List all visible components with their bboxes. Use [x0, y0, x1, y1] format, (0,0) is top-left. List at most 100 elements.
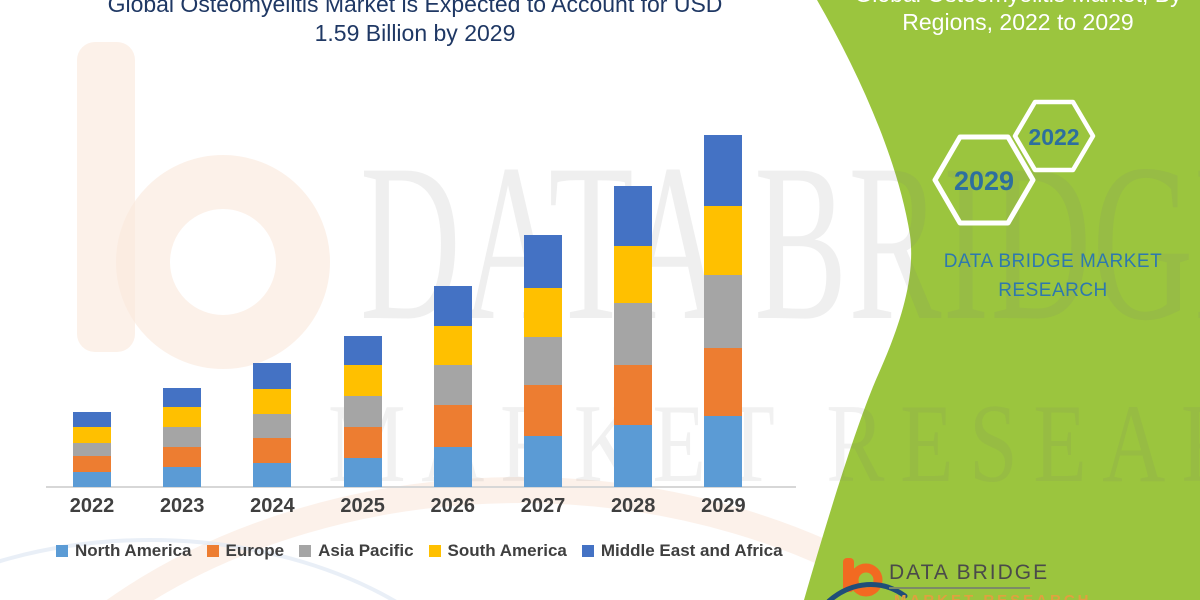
bar-segment-middle-east-and-africa — [163, 387, 202, 408]
bar-2024 — [253, 362, 292, 487]
hexagon-front — [932, 134, 1036, 226]
x-axis-label: 2027 — [520, 495, 566, 517]
bar-segment-middle-east-and-africa — [253, 362, 292, 390]
bar-segment-north-america — [433, 447, 472, 487]
x-axis-label: 2023 — [159, 495, 205, 517]
footer-swoosh-icon — [826, 582, 908, 600]
bar-segment-middle-east-and-africa — [524, 234, 562, 288]
legend-label: Middle East and Africa — [600, 541, 783, 560]
bar-segment-middle-east-and-africa — [614, 185, 653, 246]
bar-segment-europe — [343, 427, 382, 459]
brand-name-line1: DATA BRIDGE MARKET — [943, 251, 1163, 272]
footer-brand-text: DATA BRIDGE — [889, 561, 1050, 584]
chart-legend: North America Europe Asia Pacific South Ame… — [56, 541, 783, 561]
bar-segment-europe — [253, 438, 292, 463]
x-axis-line — [46, 486, 796, 488]
bar-2023 — [163, 387, 202, 487]
bar-segment-north-america — [614, 425, 653, 487]
bar-segment-north-america — [163, 467, 202, 487]
bar-segment-europe — [524, 385, 562, 437]
legend-item-europe: Europe — [206, 541, 285, 561]
bar-segment-europe — [73, 456, 111, 472]
bar-segment-europe — [433, 405, 472, 448]
bar-2025 — [343, 336, 382, 487]
chart-title-line1: Global Osteomyelitis Market is Expected … — [107, 0, 723, 17]
bar-segment-asia-pacific — [253, 413, 292, 439]
bar-segment-middle-east-and-africa — [704, 135, 743, 206]
bar-segment-south-america — [524, 287, 562, 337]
legend-label: Europe — [225, 541, 285, 560]
side-panel-heading-line1: Global Osteomyelitis Market, By — [846, 0, 1190, 8]
brand-name-text: DATA BRIDGE MARKET RESEARCH — [898, 247, 1200, 305]
legend-label: North America — [75, 541, 192, 560]
bar-segment-asia-pacific — [343, 396, 382, 428]
bar-segment-asia-pacific — [614, 303, 653, 366]
bar-2022 — [73, 411, 111, 487]
legend-item-north-america: North America — [56, 541, 192, 561]
legend-swatch — [56, 545, 68, 557]
bar-segment-south-america — [253, 389, 292, 414]
watermark-b-bowl — [116, 155, 330, 369]
x-axis-label: 2022 — [69, 495, 115, 517]
bar-segment-north-america — [73, 471, 111, 487]
bar-segment-asia-pacific — [163, 427, 202, 448]
bar-segment-europe — [704, 347, 743, 417]
hexagon-back — [1012, 99, 1096, 173]
legend-item-asia-pacific: Asia Pacific — [299, 541, 414, 561]
legend-item-middle-east-and-africa: Middle East and Africa — [581, 541, 783, 561]
x-axis-label: 2029 — [701, 495, 746, 517]
legend-swatch — [428, 545, 441, 557]
legend-label: Asia Pacific — [318, 541, 414, 560]
bar-segment-south-america — [433, 325, 472, 366]
footer-b-icon-bowl — [849, 563, 883, 597]
bar-segment-middle-east-and-africa — [73, 411, 111, 428]
side-panel-heading-line2: Regions, 2022 to 2029 — [902, 9, 1134, 35]
bar-segment-asia-pacific — [704, 274, 743, 348]
x-axis-label: 2024 — [250, 495, 295, 517]
bar-segment-north-america — [704, 416, 743, 487]
legend-swatch — [206, 545, 219, 557]
side-panel-heading: Global Osteomyelitis Market, By Regions,… — [846, 0, 1190, 36]
chart-title: Global Osteomyelitis Market is Expected … — [60, 0, 770, 48]
legend-swatch — [581, 545, 594, 557]
brand-name-line2: RESEARCH — [998, 280, 1108, 301]
bar-segment-south-america — [73, 427, 111, 443]
bar-segment-south-america — [343, 365, 382, 397]
chart-title-line2: 1.59 Billion by 2029 — [314, 20, 516, 46]
x-axis-label: 2028 — [610, 495, 656, 517]
bar-2026 — [433, 285, 472, 487]
bar-segment-north-america — [253, 462, 292, 487]
bar-segment-south-america — [704, 205, 743, 275]
watermark-arc-blue — [0, 538, 397, 600]
bar-segment-asia-pacific — [433, 365, 472, 406]
bar-2029 — [704, 135, 743, 487]
bar-segment-europe — [614, 365, 653, 425]
hexagon-year-2029: 2029 — [953, 166, 1015, 196]
watermark-arc-peach — [106, 477, 934, 600]
side-panel-shape — [804, 0, 1200, 600]
bar-2027 — [524, 234, 562, 487]
bar-segment-north-america — [524, 436, 562, 487]
bar-segment-north-america — [343, 458, 382, 487]
bar-segment-middle-east-and-africa — [343, 336, 382, 366]
footer-brand-underline — [889, 587, 1030, 589]
bar-segment-south-america — [614, 245, 653, 304]
footer-brand-subtext: MARKET RESEARCH — [894, 592, 1092, 600]
legend-label: South America — [447, 541, 567, 560]
bar-segment-asia-pacific — [524, 336, 562, 386]
bar-2028 — [614, 185, 653, 487]
bar-segment-europe — [163, 447, 202, 468]
bar-segment-asia-pacific — [73, 442, 111, 456]
bar-segment-south-america — [163, 407, 202, 428]
bar-segment-middle-east-and-africa — [433, 285, 472, 326]
x-axis-label: 2026 — [430, 495, 476, 517]
legend-item-south-america: South America — [428, 541, 567, 561]
hexagon-year-2022: 2022 — [1028, 124, 1080, 150]
legend-swatch — [299, 545, 312, 557]
